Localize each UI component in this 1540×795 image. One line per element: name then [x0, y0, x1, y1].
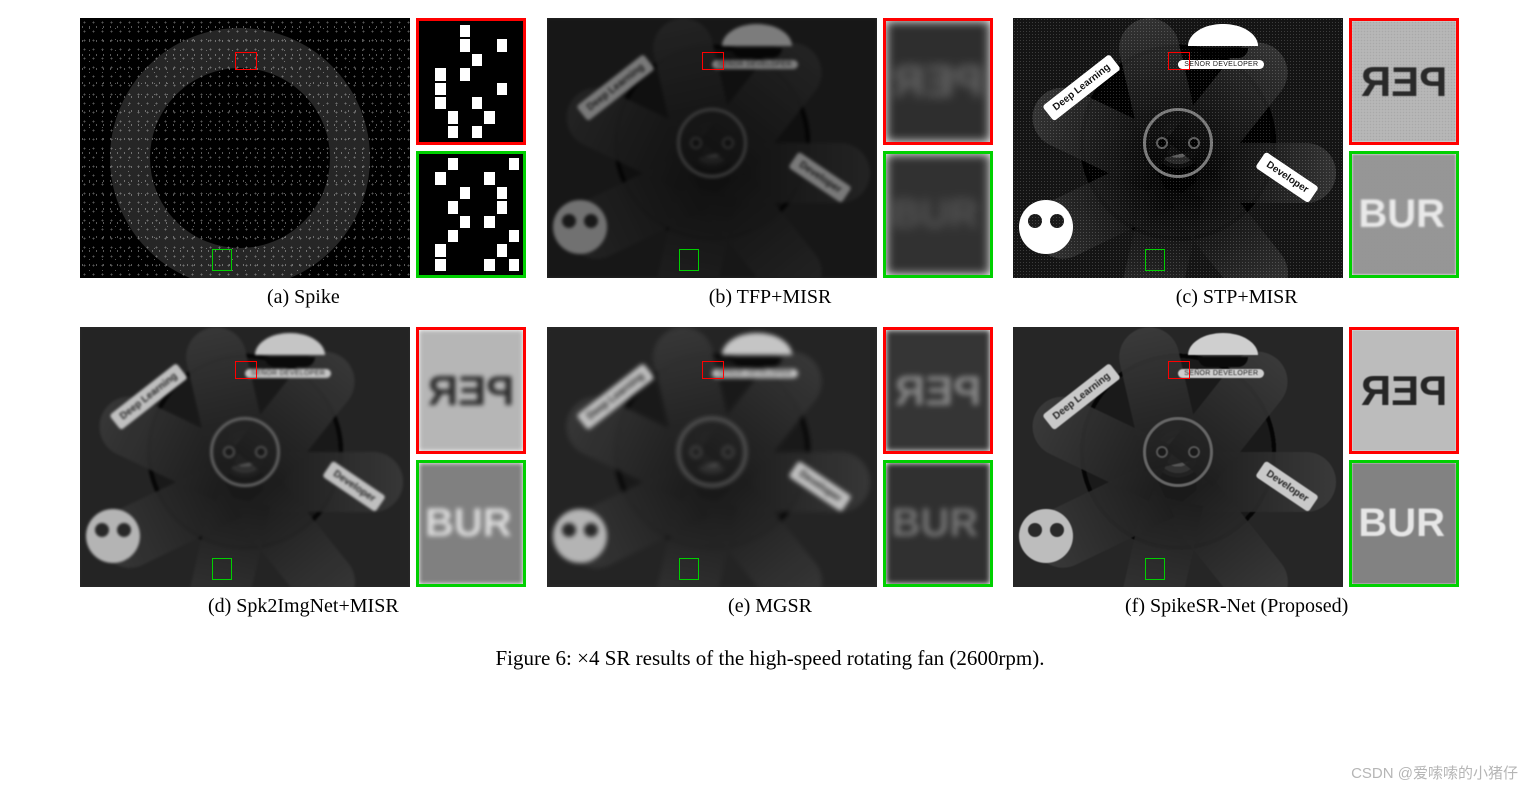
panel-b: Deep LearningDeveloperSEÑOR DEVELOPERPER… — [547, 18, 994, 309]
watermark: CSDN @爱嗦嗦的小猪仔 — [1351, 762, 1518, 783]
panel-f-main: Deep LearningDeveloperSEÑOR DEVELOPER — [1013, 327, 1343, 587]
panel-d-crop-red: PER — [416, 327, 526, 454]
roi-green — [212, 558, 232, 580]
panel-b-main: Deep LearningDeveloperSEÑOR DEVELOPER — [547, 18, 877, 278]
panel-b-crop-green: BUR — [883, 151, 993, 278]
panel-e: Deep LearningDeveloperSEÑOR DEVELOPERPER… — [547, 327, 994, 618]
panel-a-main — [80, 18, 410, 278]
roi-red — [702, 52, 724, 70]
panel-a-caption: (a) Spike — [267, 286, 340, 309]
panel-d-caption: (d) Spk2ImgNet+MISR — [208, 595, 399, 618]
panel-d-main: Deep LearningDeveloperSEÑOR DEVELOPER — [80, 327, 410, 587]
panel-c: Deep LearningDeveloperSEÑOR DEVELOPERPER… — [1013, 18, 1460, 309]
panel-c-caption: (c) STP+MISR — [1176, 286, 1298, 309]
panel-c-main: Deep LearningDeveloperSEÑOR DEVELOPER — [1013, 18, 1343, 278]
panel-b-crop-red: PER — [883, 18, 993, 145]
panel-e-caption: (e) MGSR — [728, 595, 812, 618]
panel-f-crop-green: BUR — [1349, 460, 1459, 587]
panel-d: Deep LearningDeveloperSEÑOR DEVELOPERPER… — [80, 327, 527, 618]
roi-red — [1168, 361, 1190, 379]
roi-red — [702, 361, 724, 379]
panel-d-crop-green: BUR — [416, 460, 526, 587]
figure-6: (a) Spike Deep LearningDeveloperSEÑOR DEV… — [0, 0, 1540, 671]
panel-c-crop-green: BUR — [1349, 151, 1459, 278]
roi-red — [1168, 52, 1190, 70]
roi-green — [212, 249, 232, 271]
panel-e-crop-green: BUR — [883, 460, 993, 587]
roi-red — [235, 361, 257, 379]
figure-caption: Figure 6: ×4 SR results of the high-spee… — [80, 646, 1460, 671]
panel-a-crop-green — [416, 151, 526, 278]
panel-f-caption: (f) SpikeSR-Net (Proposed) — [1125, 595, 1348, 618]
panel-c-crop-red: PER — [1349, 18, 1459, 145]
panel-e-main: Deep LearningDeveloperSEÑOR DEVELOPER — [547, 327, 877, 587]
roi-green — [679, 249, 699, 271]
panel-f: Deep LearningDeveloperSEÑOR DEVELOPERPER… — [1013, 327, 1460, 618]
roi-green — [679, 558, 699, 580]
roi-green — [1145, 249, 1165, 271]
roi-red — [235, 52, 257, 70]
roi-green — [1145, 558, 1165, 580]
panel-grid: (a) Spike Deep LearningDeveloperSEÑOR DEV… — [80, 18, 1460, 618]
panel-e-crop-red: PER — [883, 327, 993, 454]
panel-f-crop-red: PER — [1349, 327, 1459, 454]
panel-b-caption: (b) TFP+MISR — [709, 286, 832, 309]
panel-a: (a) Spike — [80, 18, 527, 309]
panel-a-crop-red — [416, 18, 526, 145]
